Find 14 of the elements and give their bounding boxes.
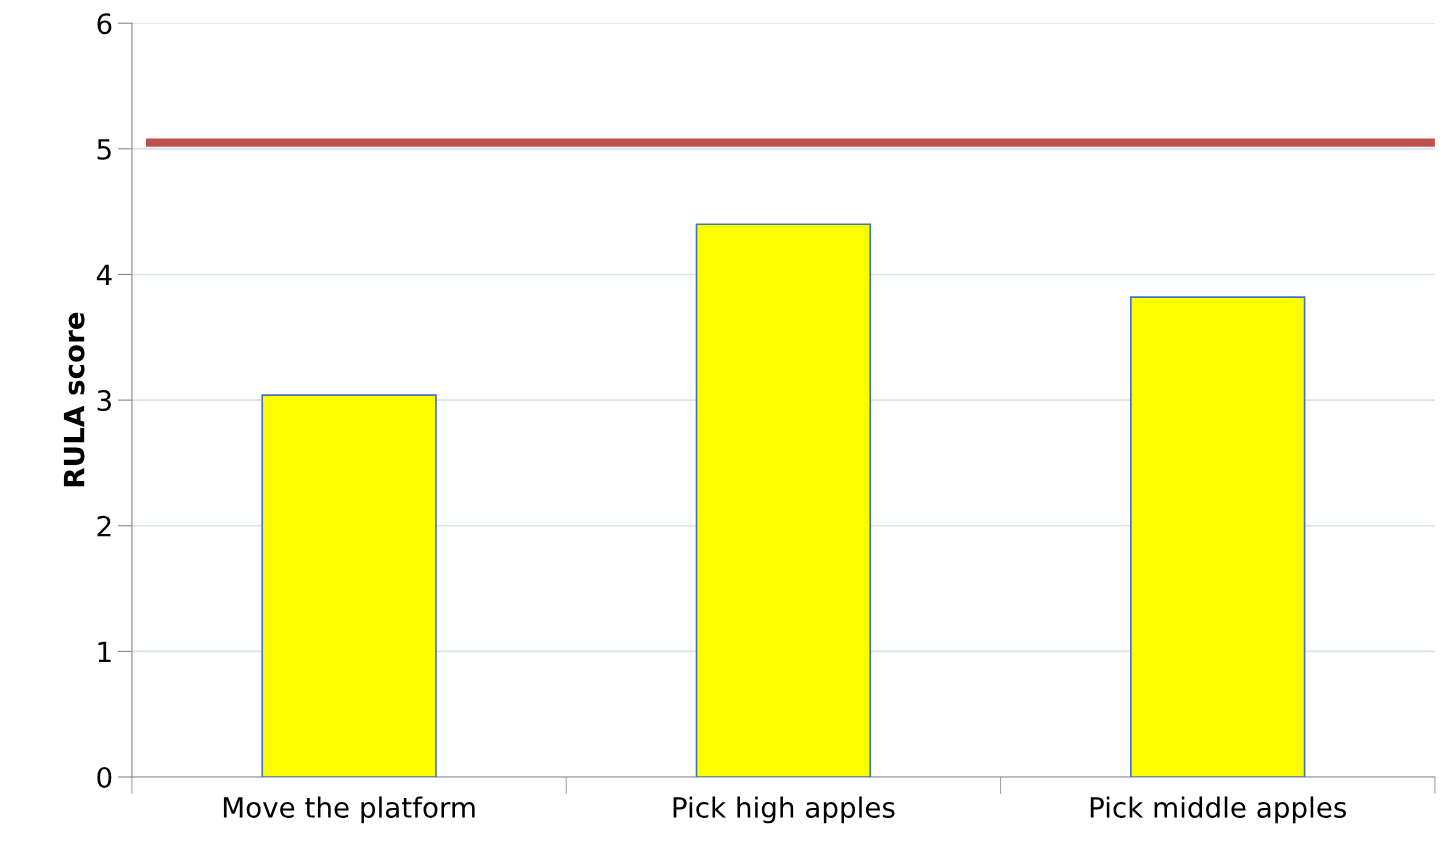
x-tick-label: Pick middle apples xyxy=(1090,796,1347,824)
y-tick-label: 0 xyxy=(97,766,112,788)
y-tick-label: 1 xyxy=(98,641,111,662)
y-tick-label: 5 xyxy=(97,139,111,160)
bar xyxy=(695,223,872,778)
y-tick-label: 6 xyxy=(97,13,112,35)
y-tick-label: 3 xyxy=(97,390,111,412)
y-axis-title: RULA score xyxy=(63,312,85,487)
x-tick-label: Pick high apples xyxy=(673,796,895,824)
y-tick-label: 4 xyxy=(96,264,112,286)
x-tick-label: Move the platform xyxy=(223,796,475,824)
bar xyxy=(1130,296,1306,778)
y-tick-label: 2 xyxy=(97,515,111,537)
bar xyxy=(261,394,437,778)
